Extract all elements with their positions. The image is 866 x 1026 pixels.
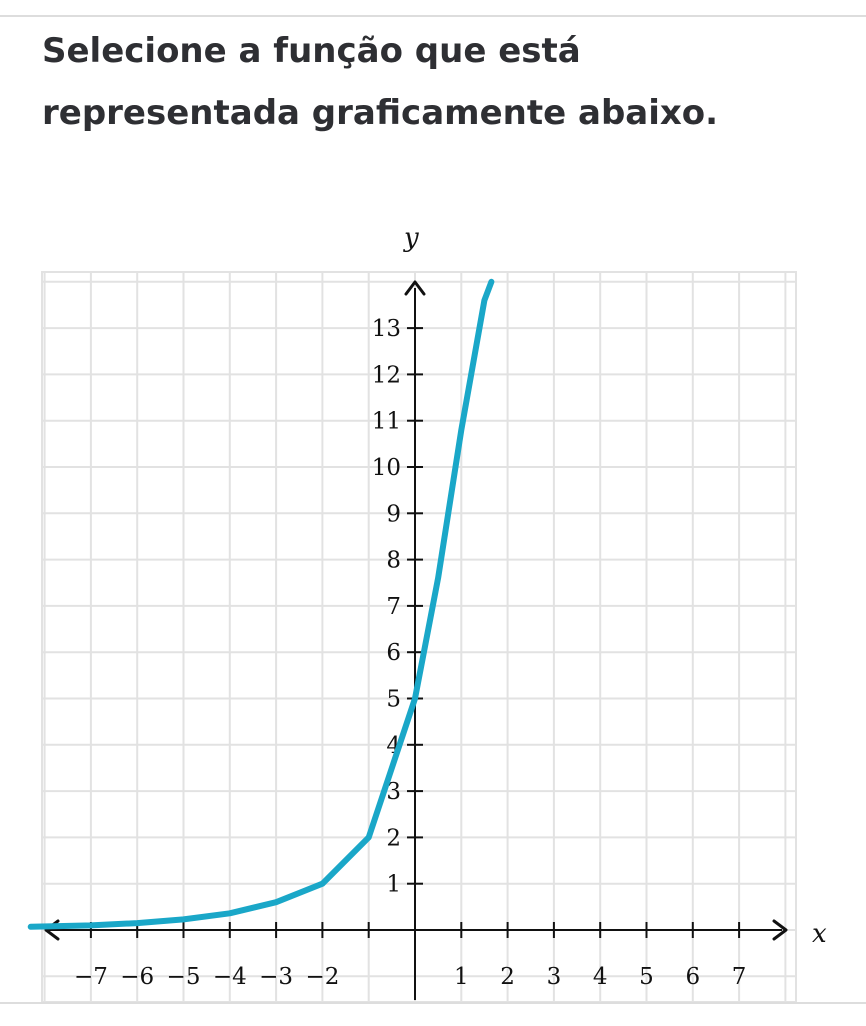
ticks (89, 327, 741, 938)
y-tick-label: 13 (372, 316, 401, 342)
y-tick-label: 6 (386, 640, 401, 666)
x-tick-label: −5 (167, 964, 201, 990)
y-tick-label: 8 (386, 548, 401, 574)
series-curve-0 (27, 278, 495, 930)
grid (41, 271, 797, 1003)
y-tick-label: 2 (386, 825, 401, 851)
y-tick-label: 11 (372, 409, 401, 435)
y-tick-label: 1 (386, 872, 401, 898)
x-tick-label: 2 (500, 964, 515, 990)
curve-layer (27, 278, 495, 930)
y-axis-arrow-up (404, 280, 426, 296)
x-tick-label: 5 (639, 964, 654, 990)
y-axis-label: y (403, 223, 419, 253)
x-tick-label: 7 (732, 964, 747, 990)
y-tick-label: 5 (386, 687, 401, 713)
axes: xy (44, 223, 827, 1000)
x-tick-label: −3 (259, 964, 293, 990)
y-tick-label: 12 (372, 362, 401, 388)
x-tick-label: −7 (74, 964, 108, 990)
x-tick-label: 6 (685, 964, 700, 990)
x-tick-label: 4 (593, 964, 608, 990)
grid-frame (41, 271, 797, 1003)
x-axis-arrow-right (772, 919, 788, 941)
y-tick-label: 3 (386, 779, 401, 805)
x-tick-label: 3 (547, 964, 562, 990)
question-text: Selecione a função que está representada… (42, 31, 719, 133)
y-tick-label: 7 (386, 594, 401, 620)
x-axis-label: x (812, 919, 827, 949)
x-tick-label: −6 (120, 964, 154, 990)
y-tick-label: 10 (372, 455, 401, 481)
x-tick-label: −2 (305, 964, 339, 990)
y-tick-label: 9 (386, 501, 401, 527)
top-divider (0, 15, 866, 17)
x-tick-label: −4 (213, 964, 247, 990)
x-tick-label: 1 (454, 964, 469, 990)
bottom-divider (0, 1002, 866, 1004)
